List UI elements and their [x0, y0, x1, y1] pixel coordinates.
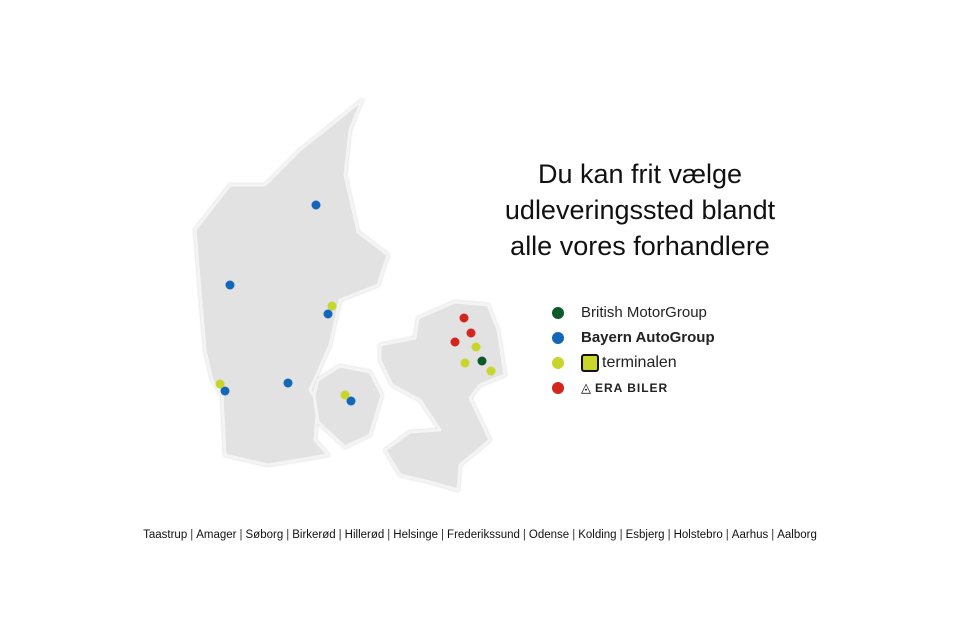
separator: |: [619, 529, 623, 541]
separator: |: [387, 529, 391, 541]
city-name: Hillerød: [344, 529, 385, 541]
separator: |: [522, 529, 526, 541]
dealer-location-marker: [225, 280, 235, 290]
separator: |: [667, 529, 671, 541]
dot-icon: [552, 306, 564, 319]
dealer-location-marker: [311, 200, 321, 210]
separator: |: [725, 529, 729, 541]
city-list: Taastrup | Amager | Søborg | Birkerød | Hillerød…: [0, 529, 960, 541]
legend-label: terminalen: [602, 353, 677, 371]
legend: British MotorGroup Bayern AutoGroup term…: [552, 300, 715, 400]
dealer-location-marker: [459, 313, 469, 323]
headline-line: alle vores forhandlere: [510, 231, 770, 261]
dealer-location-marker: [466, 328, 476, 338]
city-name: Amager: [196, 529, 237, 541]
dealer-location-marker: [340, 390, 350, 400]
dealer-location-marker: [323, 309, 333, 319]
dealer-location-marker: [215, 379, 225, 389]
separator: |: [239, 529, 243, 541]
legend-label: Bayern AutoGroup: [581, 329, 715, 346]
separator: |: [338, 529, 342, 541]
dealer-location-marker: [346, 396, 356, 406]
legend-item-era-biler: ◬ ERA BILER: [552, 375, 715, 400]
headline-line: udleveringssted blandt: [504, 195, 776, 225]
separator: |: [190, 529, 194, 541]
dealer-location-marker: [283, 378, 293, 388]
dealer-location-marker: [220, 386, 230, 396]
dot-icon: [552, 331, 564, 344]
city-name: Frederikssund: [447, 529, 520, 541]
region-zealand: [378, 300, 507, 492]
dealer-location-marker: [460, 358, 470, 368]
city-name: Helsinge: [393, 529, 439, 541]
dealer-location-marker: [477, 356, 487, 366]
city-name: Birkerød: [292, 529, 336, 541]
separator: |: [441, 529, 445, 541]
legend-label: ERA BILER: [595, 380, 669, 395]
separator: |: [286, 529, 290, 541]
headline: Du kan frit vælge udleveringssted blandt…: [470, 156, 810, 264]
dealer-location-marker: [450, 337, 460, 347]
dealer-location-marker: [486, 366, 496, 376]
region-funen: [312, 364, 384, 449]
era-triangle-icon: ◬: [581, 379, 591, 395]
city-name: Esbjerg: [625, 529, 665, 541]
legend-item-terminalen: terminalen: [552, 350, 715, 375]
city-name: Odense: [528, 529, 570, 541]
dealer-location-marker: [471, 342, 481, 352]
region-jutland: [193, 98, 390, 467]
city-name: Søborg: [245, 529, 284, 541]
separator: |: [771, 529, 775, 541]
dealer-location-marker: [327, 301, 337, 311]
city-name: Holstebro: [673, 529, 723, 541]
legend-item-british-motorgroup: British MotorGroup: [552, 300, 715, 325]
headline-line: Du kan frit vælge: [537, 159, 743, 189]
city-name: Aarhus: [731, 529, 769, 541]
city-name: Aalborg: [777, 529, 817, 541]
separator: |: [572, 529, 576, 541]
legend-label: British MotorGroup: [581, 304, 707, 321]
terminalen-logo-icon: [581, 353, 599, 372]
dot-icon: [552, 356, 564, 369]
legend-item-bayern-autogroup: Bayern AutoGroup: [552, 325, 715, 350]
dot-icon: [552, 381, 564, 394]
city-name: Taastrup: [143, 529, 188, 541]
city-name: Kolding: [578, 529, 617, 541]
